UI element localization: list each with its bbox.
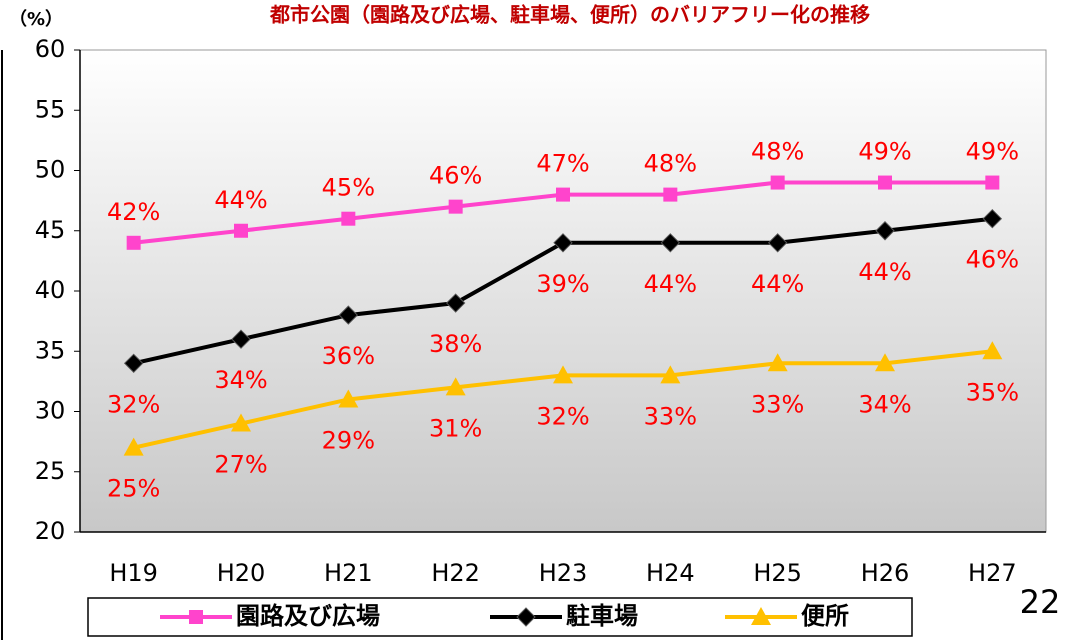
y-tick-label: 55: [35, 95, 66, 123]
x-tick-label: H26: [861, 559, 910, 587]
x-tick-label: H20: [217, 559, 266, 587]
y-tick-label: 30: [35, 397, 66, 425]
y-tick-label: 25: [35, 457, 66, 485]
legend-label: 便所: [801, 602, 849, 630]
page-number: 22: [1020, 583, 1061, 621]
marker: [663, 187, 678, 202]
x-tick-label: H24: [646, 559, 695, 587]
y-tick-label: 40: [35, 276, 66, 304]
data-label: 27%: [214, 451, 267, 479]
marker: [875, 353, 895, 372]
data-label: 45%: [322, 174, 375, 202]
data-label: 34%: [214, 366, 267, 394]
chart-title: 都市公園（園路及び広場、駐車場、便所）のバリアフリー化の推移: [269, 3, 870, 27]
legend-label: 駐車場: [566, 602, 638, 630]
legend-label: 園路及び広場: [236, 602, 380, 630]
data-label: 29%: [322, 426, 375, 454]
data-label: 49%: [966, 138, 1019, 166]
y-tick-label: 60: [35, 35, 66, 63]
marker: [448, 199, 463, 214]
marker: [660, 365, 681, 384]
data-label: 33%: [644, 402, 697, 430]
data-label: 32%: [536, 402, 589, 430]
y-tick-label: 50: [35, 156, 66, 184]
x-tick-label: H23: [539, 559, 588, 587]
y-tick-label: 20: [35, 517, 66, 545]
data-label: 33%: [751, 390, 804, 418]
data-label: 44%: [751, 270, 804, 298]
marker: [767, 353, 788, 372]
marker: [982, 341, 1003, 360]
data-label: 39%: [536, 270, 589, 298]
marker: [234, 223, 248, 238]
marker: [126, 235, 141, 250]
marker: [338, 389, 359, 408]
marker: [445, 293, 466, 313]
marker: [445, 377, 466, 396]
legend-items: 園路及び広場 駐車場 便所: [160, 602, 849, 630]
marker: [123, 437, 144, 456]
x-tick-label: H21: [324, 559, 373, 587]
marker: [553, 233, 573, 253]
data-label: 35%: [966, 378, 1019, 406]
data-label: 44%: [644, 270, 697, 298]
data-label: 38%: [429, 330, 482, 358]
y-tick-label: 35: [35, 336, 66, 364]
marker: [341, 211, 356, 226]
legend-marker: [516, 607, 536, 627]
marker: [553, 365, 573, 384]
data-label: 49%: [858, 138, 911, 166]
data-label: 44%: [214, 186, 267, 214]
marker: [231, 329, 251, 349]
data-label: 47%: [536, 150, 589, 178]
x-tick-label: H25: [753, 559, 802, 587]
x-tick-label: H22: [431, 559, 480, 587]
data-label: 48%: [644, 150, 697, 178]
data-label: 42%: [107, 198, 160, 226]
marker: [660, 233, 681, 253]
data-label: 46%: [429, 162, 482, 190]
data-label: 25%: [107, 475, 160, 503]
data-label: 48%: [751, 138, 804, 166]
data-label: 34%: [858, 390, 911, 418]
marker: [982, 208, 1003, 229]
marker: [770, 175, 785, 190]
y-tick-label: 45: [35, 216, 66, 244]
marker: [123, 353, 144, 374]
marker: [878, 175, 892, 190]
y-unit: （%）: [9, 9, 63, 30]
marker: [767, 233, 788, 253]
data-label: 31%: [429, 414, 482, 442]
marker: [556, 187, 570, 202]
marker: [875, 221, 895, 241]
marker: [985, 175, 1000, 190]
legend-marker: [189, 610, 203, 624]
marker: [338, 305, 359, 325]
x-tick-label: H19: [109, 559, 158, 587]
data-label: 44%: [858, 258, 911, 286]
marker: [231, 413, 251, 432]
data-label: 36%: [322, 342, 375, 370]
x-tick-label: H27: [968, 559, 1017, 587]
plot-area: [79, 49, 1047, 533]
data-label: 32%: [107, 390, 160, 418]
legend-marker: [751, 607, 771, 625]
data-label: 46%: [966, 246, 1019, 274]
